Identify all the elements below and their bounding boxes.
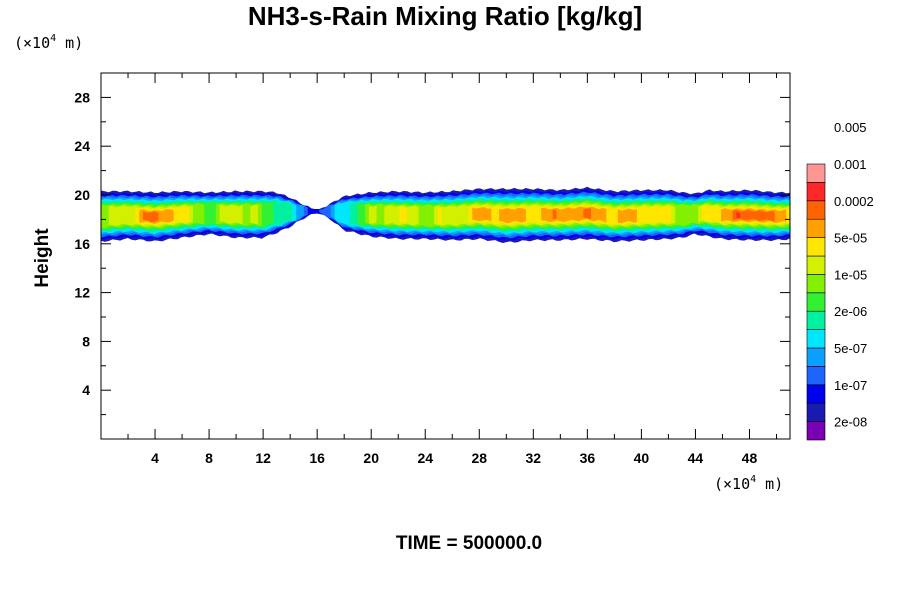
colorbar-swatch xyxy=(806,421,826,441)
contour-band xyxy=(732,209,775,222)
colorbar-swatch xyxy=(806,182,826,202)
y-axis-label: Height xyxy=(32,228,53,288)
colorbar-label: 5e-07 xyxy=(834,341,867,356)
y-tick-label: 4 xyxy=(82,382,90,398)
colorbar-swatch xyxy=(806,292,826,312)
colorbar-swatch xyxy=(806,310,826,330)
colorbar-label: 1e-05 xyxy=(834,267,867,282)
contour-band xyxy=(552,209,557,220)
colorbar-swatch xyxy=(806,402,826,422)
colorbar-swatch xyxy=(806,274,826,294)
colorbar-label: 0.0002 xyxy=(834,194,874,209)
colorbar-swatch xyxy=(806,237,826,257)
contour-band xyxy=(617,208,637,224)
y-tick-label: 8 xyxy=(82,333,90,349)
contour-fill xyxy=(101,186,790,243)
y-unit-exp: 4 xyxy=(50,33,56,44)
x-tick-label: 4 xyxy=(151,450,159,466)
x-unit-label: (×104 m) xyxy=(714,474,783,493)
colorbar: 2e-08 1e-07 5e-07 2e-06 1e-05 5e-05 0.0002 0.00… xyxy=(806,120,874,441)
colorbar-label: 0.001 xyxy=(834,157,867,172)
x-tick-label: 24 xyxy=(417,450,433,466)
y-tick-label: 20 xyxy=(74,187,90,203)
time-label: TIME = 500000.0 xyxy=(396,533,542,554)
plot-background xyxy=(101,73,790,439)
contour-band xyxy=(143,211,159,222)
colorbar-label: 1e-07 xyxy=(834,378,867,393)
colorbar-swatch xyxy=(806,200,826,220)
colorbar-swatch xyxy=(806,163,826,183)
colorbar-swatch xyxy=(806,255,826,275)
x-tick-label: 36 xyxy=(580,450,596,466)
y-tick-label: 12 xyxy=(74,285,90,301)
x-tick-label: 32 xyxy=(526,450,542,466)
y-tick-label: 16 xyxy=(74,236,90,252)
contour-band xyxy=(368,205,377,224)
colorbar-swatch xyxy=(806,384,826,404)
x-unit-exp: 4 xyxy=(750,474,756,485)
colorbar-swatch xyxy=(806,366,826,386)
colorbar-swatch xyxy=(806,329,826,349)
x-tick-label: 28 xyxy=(471,450,487,466)
contour-band xyxy=(219,204,243,225)
colorbar-label: 0.005 xyxy=(834,120,867,135)
y-tick-label: 28 xyxy=(74,89,90,105)
contour-band xyxy=(250,204,258,225)
x-tick-label: 16 xyxy=(309,450,325,466)
contour-band xyxy=(399,206,408,223)
x-tick-label: 8 xyxy=(205,450,213,466)
y-tick-label: 24 xyxy=(74,138,90,154)
x-tick-label: 12 xyxy=(255,450,271,466)
colorbar-swatch xyxy=(806,218,826,238)
colorbar-label: 2e-06 xyxy=(834,304,867,319)
chart-title: NH3-s-Rain Mixing Ratio [kg/kg] xyxy=(248,1,642,31)
contour-band xyxy=(499,207,526,224)
x-unit-suffix: m) xyxy=(756,475,783,493)
x-tick-label: 40 xyxy=(634,450,650,466)
y-unit-suffix: m) xyxy=(56,34,83,52)
colorbar-swatch xyxy=(806,347,826,367)
y-unit-label: (×104 m) xyxy=(14,33,83,52)
x-unit-prefix: (×10 xyxy=(714,475,750,493)
plot-frame xyxy=(100,72,791,440)
x-tick-label: 48 xyxy=(742,450,758,466)
x-tick-label: 20 xyxy=(363,450,379,466)
colorbar-label: 5e-05 xyxy=(834,231,867,246)
contour-band xyxy=(437,207,442,225)
y-unit-prefix: (×10 xyxy=(14,34,50,52)
colorbar-label: 2e-08 xyxy=(834,415,867,430)
contour-band xyxy=(736,212,741,218)
x-tick-label: 44 xyxy=(688,450,704,466)
contour-band xyxy=(583,208,591,220)
contour-band xyxy=(472,207,492,222)
